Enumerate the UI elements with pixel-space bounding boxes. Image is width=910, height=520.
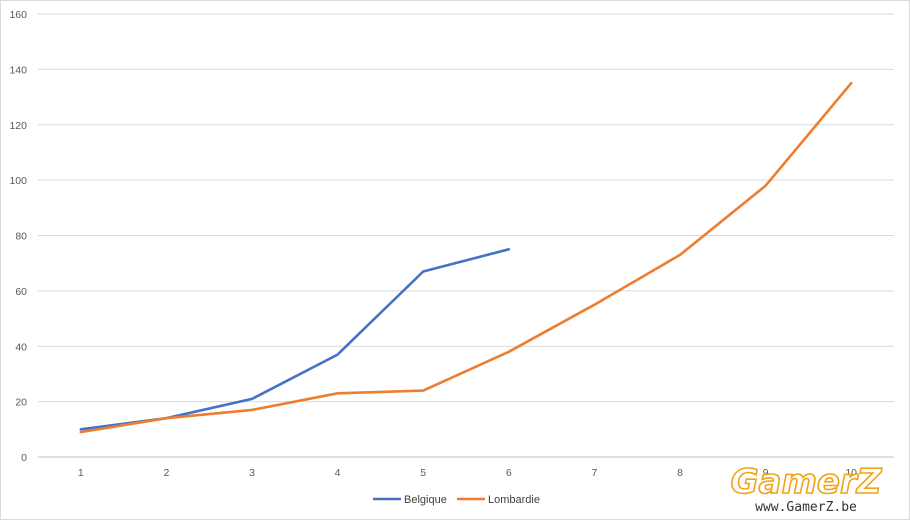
x-tick-label: 3 <box>249 467 255 479</box>
x-tick-label: 1 <box>78 467 84 479</box>
legend-label: Belgique <box>404 494 447 506</box>
y-tick-label: 160 <box>9 9 27 21</box>
y-tick-label: 80 <box>15 231 27 243</box>
x-tick-label: 9 <box>763 467 769 479</box>
y-tick-label: 100 <box>9 175 27 187</box>
y-axis-ticks: 0 20 40 60 80 100 120 140 160 <box>9 9 27 464</box>
x-axis-ticks: 1 2 3 4 5 6 7 8 9 10 <box>78 467 857 479</box>
legend: Belgique Lombardie <box>373 494 540 506</box>
x-tick-label: 8 <box>677 467 683 479</box>
legend-label: Lombardie <box>488 494 540 506</box>
y-tick-label: 60 <box>15 286 27 298</box>
y-tick-label: 120 <box>9 120 27 132</box>
x-tick-label: 2 <box>163 467 169 479</box>
x-tick-label: 6 <box>506 467 512 479</box>
y-tick-label: 0 <box>21 452 27 464</box>
x-tick-label: 5 <box>420 467 426 479</box>
y-tick-label: 20 <box>15 397 27 409</box>
series-line-lombardie <box>79 81 853 434</box>
series-lines <box>79 81 853 434</box>
x-tick-label: 10 <box>845 467 857 479</box>
gridlines <box>38 13 894 458</box>
x-tick-label: 7 <box>591 467 597 479</box>
watermark: GamerZ www.GamerZ.be <box>730 461 884 515</box>
y-tick-label: 40 <box>15 341 27 353</box>
x-tick-label: 4 <box>335 467 341 479</box>
y-tick-label: 140 <box>9 64 27 76</box>
watermark-logo: GamerZ <box>731 462 883 502</box>
watermark-url: www.GamerZ.be <box>755 500 857 515</box>
